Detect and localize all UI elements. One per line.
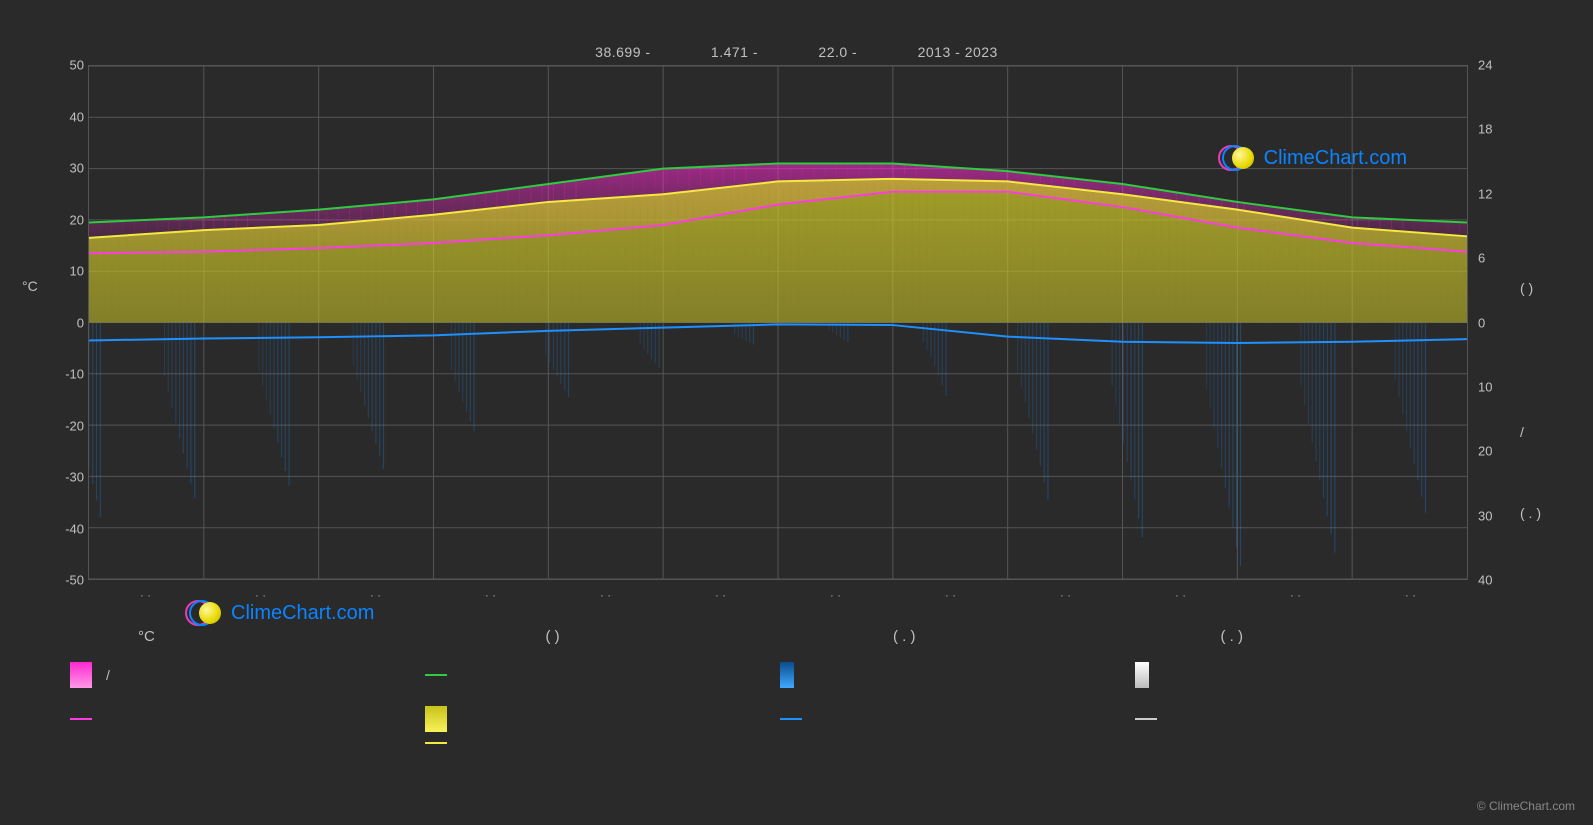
climechart-logo-icon	[185, 599, 223, 627]
swatch-white-line	[1135, 718, 1157, 720]
legend-header-row: °C ( ) ( . ) ( . )	[88, 628, 1468, 645]
watermark-text-top: ClimeChart.com	[1264, 147, 1407, 170]
legend-row-2	[70, 706, 1490, 732]
chart-plot-area: ClimeChart.com ClimeChart.com	[88, 65, 1468, 580]
legend-snow-bar	[1135, 662, 1490, 688]
watermark-top: ClimeChart.com	[1218, 144, 1407, 172]
legend-header-sun: ( )	[386, 628, 794, 645]
legend-row-1: /	[70, 662, 1490, 688]
chart-meta-header: 38.699 - 1.471 - 22.0 - 2013 - 2023	[0, 44, 1593, 60]
legend-sun-bar	[425, 706, 780, 732]
legend-snow-line	[1135, 718, 1490, 720]
legend-header-precip: ( . )	[793, 628, 1141, 645]
chart-svg	[89, 66, 1467, 579]
legend-temp-range: /	[70, 662, 425, 688]
legend-header-snow: ( . )	[1141, 628, 1469, 645]
y-right-axis-label-bot: ( . )	[1520, 505, 1541, 521]
meta-years: 2013 - 2023	[918, 44, 998, 60]
swatch-blue-line	[780, 718, 802, 720]
watermark-text-bot: ClimeChart.com	[231, 602, 374, 625]
swatch-white-gradient	[1135, 662, 1149, 688]
swatch-pink-line	[70, 718, 92, 720]
legend-row-3	[70, 742, 1490, 744]
meta-lat: 38.699 -	[595, 44, 650, 60]
swatch-pink-gradient	[70, 662, 92, 688]
legend-header-temp: °C	[88, 628, 386, 645]
swatch-yellow-line	[425, 742, 447, 744]
legend-temp-min	[70, 718, 425, 720]
meta-lon: 1.471 -	[711, 44, 758, 60]
legend-temp-max	[425, 674, 780, 676]
y-right-axis-label-mid: /	[1520, 424, 1524, 440]
legend-precip-bar	[780, 662, 1135, 688]
meta-elev: 22.0 -	[818, 44, 857, 60]
swatch-yellow-gradient	[425, 706, 447, 732]
y-left-axis-label: °C	[22, 278, 38, 294]
swatch-green-line	[425, 674, 447, 676]
swatch-blue-gradient	[780, 662, 794, 688]
legend-sun-line	[425, 742, 780, 744]
copyright-text: © ClimeChart.com	[1477, 799, 1575, 813]
climechart-logo-icon	[1218, 144, 1256, 172]
legend-precip-line	[780, 718, 1135, 720]
watermark-bottom: ClimeChart.com	[185, 599, 374, 627]
y-right-axis-label-top: ( )	[1520, 280, 1533, 296]
